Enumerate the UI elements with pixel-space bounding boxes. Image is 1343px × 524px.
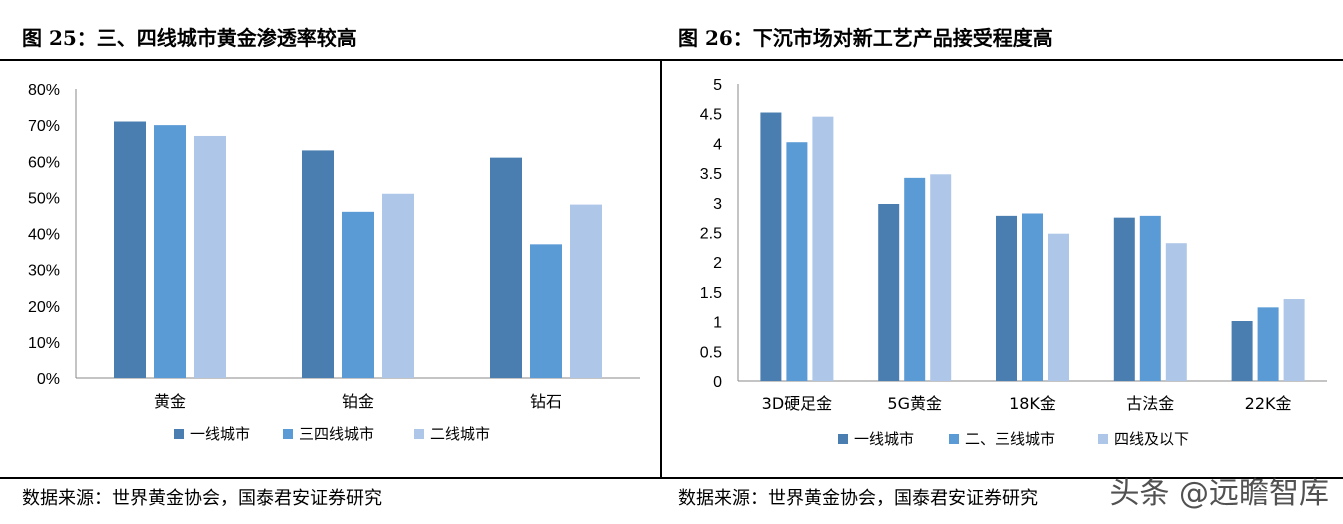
middle-divider <box>660 60 662 478</box>
bar <box>1048 233 1069 381</box>
y-tick-label: 20% <box>28 299 60 316</box>
bar <box>530 244 562 378</box>
bar <box>570 204 602 378</box>
bottom-rule <box>0 477 1343 479</box>
y-tick-label: 10% <box>28 335 60 352</box>
y-tick-label: 30% <box>28 263 60 280</box>
bar <box>904 177 926 381</box>
x-category-label: 古法金 <box>1126 394 1174 413</box>
y-tick-label: 3 <box>713 196 722 213</box>
legend-label: 二线城市 <box>430 425 490 443</box>
x-category-label: 3D硬足金 <box>762 394 833 413</box>
bar <box>194 135 226 378</box>
legend-label: 三四线城市 <box>299 425 374 443</box>
figure-25-source: 数据来源：世界黄金协会，国泰君安证券研究 <box>22 488 382 509</box>
bar <box>1283 299 1305 381</box>
y-tick-label: 0 <box>713 374 722 391</box>
top-rule <box>0 59 1343 61</box>
y-tick-label: 3.5 <box>700 166 722 183</box>
y-tick-label: 1 <box>713 315 722 332</box>
bar <box>996 215 1017 381</box>
y-tick-label: 40% <box>28 227 60 244</box>
y-tick-label: 80% <box>28 82 60 99</box>
legend-label: 一线城市 <box>854 430 914 448</box>
bar <box>1022 213 1043 381</box>
bar <box>342 211 374 378</box>
bar <box>154 125 186 378</box>
x-category-label: 黄金 <box>154 392 186 411</box>
bar <box>760 112 782 382</box>
bar <box>1113 217 1135 381</box>
y-tick-label: 70% <box>28 118 60 135</box>
legend-label: 一线城市 <box>190 425 250 443</box>
legend-swatch <box>174 429 184 439</box>
bar <box>302 150 334 378</box>
figure-26-chart: 0 0.5 1 1.5 2 2.5 3 3.5 4 4.5 5 3D硬足金 5G黄金 18K金 古法金 22K… <box>700 77 1327 448</box>
figure-25-title: 图 25：三、四线城市黄金渗透率较高 <box>22 26 357 50</box>
bar <box>114 121 146 378</box>
legend-swatch <box>949 434 959 444</box>
watermark-logo: 头条 @远瞻智库 <box>1109 476 1329 511</box>
bar <box>878 203 900 381</box>
bar <box>1165 243 1187 381</box>
bar <box>930 174 952 381</box>
bar <box>490 157 522 378</box>
y-tick-label: 1.5 <box>700 285 722 302</box>
y-tick-label: 50% <box>28 190 60 207</box>
x-category-label: 钻石 <box>530 392 562 411</box>
legend-label: 二、三线城市 <box>965 430 1055 448</box>
bar <box>1231 321 1253 381</box>
y-tick-label: 5 <box>713 77 722 94</box>
x-category-label: 铂金 <box>342 392 374 411</box>
x-category-label: 22K金 <box>1245 394 1292 413</box>
legend-swatch <box>838 434 848 444</box>
figure-26-panel: 图 26：下沉市场对新工艺产品接受程度高 0 0.5 1 1.5 2 2.5 3 3.5 4 4.… <box>662 0 1343 524</box>
figure-25-panel: 图 25：三、四线城市黄金渗透率较高 0% 10% 20% 30% 40% 50% 60% 7… <box>0 0 662 524</box>
y-tick-label: 0% <box>37 371 60 388</box>
legend-swatch <box>1098 434 1108 444</box>
bar <box>786 142 808 381</box>
y-tick-label: 4 <box>713 136 722 153</box>
y-tick-label: 2 <box>713 255 722 272</box>
x-category-label: 18K金 <box>1009 394 1056 413</box>
legend-swatch <box>283 429 293 439</box>
y-tick-label: 4.5 <box>700 107 722 124</box>
bar <box>382 193 414 378</box>
bar <box>1257 307 1279 381</box>
x-category-label: 5G黄金 <box>887 394 942 413</box>
bar <box>1139 215 1161 381</box>
y-tick-label: 0.5 <box>700 344 722 361</box>
y-tick-label: 2.5 <box>700 226 722 243</box>
bar <box>812 116 834 382</box>
figure-26-source: 数据来源：世界黄金协会，国泰君安证券研究 <box>678 488 1038 509</box>
y-tick-label: 60% <box>28 154 60 171</box>
legend-swatch <box>414 429 424 439</box>
legend-label: 四线及以下 <box>1114 430 1189 448</box>
figure-26-title: 图 26：下沉市场对新工艺产品接受程度高 <box>678 26 1053 50</box>
